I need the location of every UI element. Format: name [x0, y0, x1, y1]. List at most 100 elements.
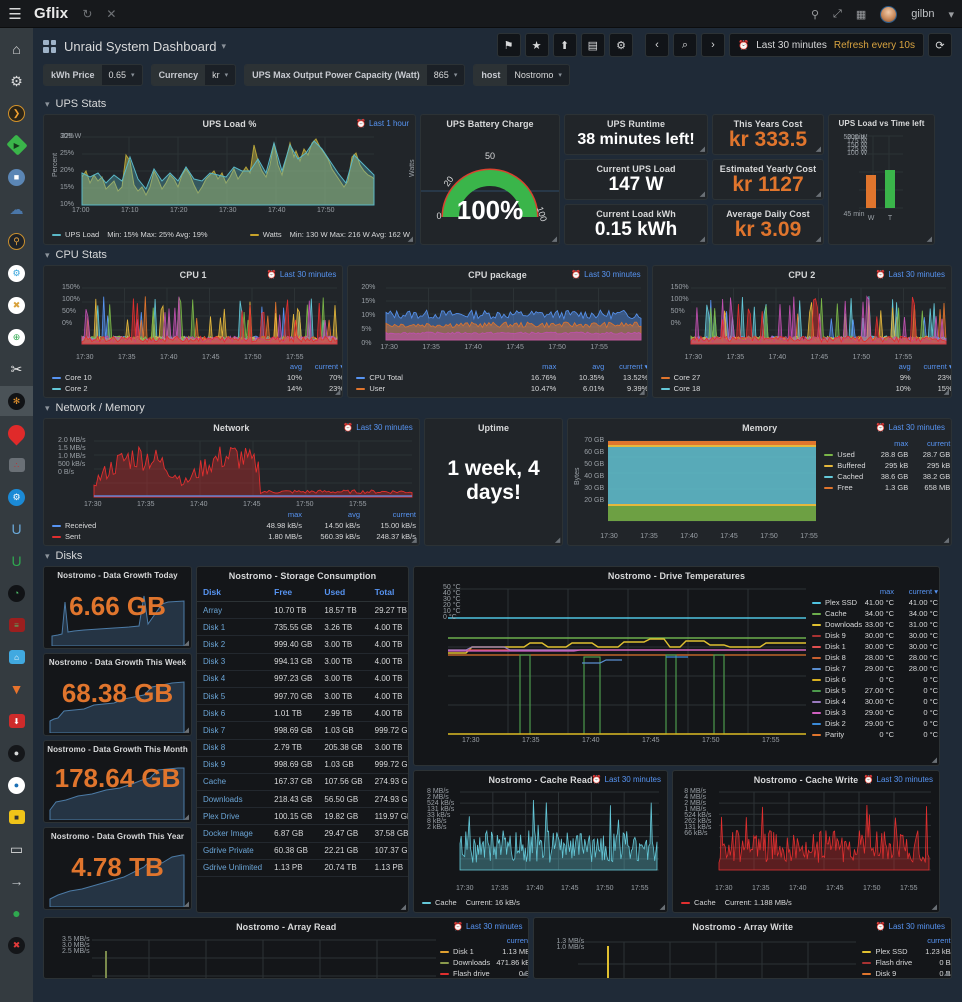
resize-handle-icon[interactable]: ◢ [926, 236, 932, 243]
menu-icon[interactable]: ☰ [8, 5, 22, 23]
legend-header-cell[interactable]: max [542, 362, 557, 371]
time-forward-button[interactable]: › [701, 33, 726, 57]
rail-item-gear-orange[interactable]: ✻ [0, 386, 33, 416]
legend-item[interactable]: Core 10 10% 70% [52, 372, 342, 383]
resize-handle-icon[interactable]: ◢ [639, 389, 645, 396]
page-title[interactable]: Unraid System Dashboard [64, 38, 217, 54]
rail-item-logout[interactable]: → [0, 866, 33, 896]
legend-item[interactable]: Disk 1 1.13 MB/s [440, 946, 528, 957]
rail-item-search-magnifier[interactable]: ⚲ [0, 226, 33, 256]
resize-handle-icon[interactable]: ◢ [554, 537, 561, 544]
table-cell[interactable]: Array [197, 601, 269, 620]
variable-host[interactable]: host Nostromo ▾ [473, 64, 570, 86]
resize-handle-icon[interactable]: ◢ [699, 146, 705, 153]
close-icon[interactable]: ✕ [106, 6, 117, 21]
variable-kwh-price[interactable]: kWh Price 0.65 ▾ [43, 64, 143, 86]
resize-handle-icon[interactable]: ◢ [943, 389, 949, 396]
resize-handle-icon[interactable]: ◢ [183, 814, 189, 821]
chevron-down-icon[interactable]: ▾ [221, 40, 226, 51]
legend-item[interactable]: Free 1.3 GB 658 MB [824, 482, 950, 493]
add-panel-button[interactable]: ⚑ [496, 33, 521, 57]
rail-item-bowl-green[interactable]: ◔ [0, 578, 33, 608]
legend-item[interactable]: Cache Current: 16 kB/s [422, 897, 520, 908]
panel-time-range[interactable]: ⏰ Last 30 minutes [876, 922, 945, 931]
legend-item[interactable]: Core 18 10% 15% [660, 383, 951, 394]
legend-item[interactable]: Parity 0 °C 0 °C [812, 729, 938, 740]
legend-header-cell[interactable]: current [392, 510, 416, 519]
rail-item-home-blue[interactable]: ⌂ [0, 642, 33, 672]
rail-item-gitlab-fox[interactable]: ▼ [0, 674, 33, 704]
table-cell[interactable]: Gdrive Unlimited [197, 859, 269, 878]
table-cell[interactable]: Disk 7 [197, 721, 269, 740]
variable-value[interactable]: 0.65 ▾ [101, 65, 142, 85]
legend-item[interactable]: Flash drive 0 B/s [440, 968, 528, 978]
rail-item-shield-red[interactable] [0, 418, 33, 448]
resize-handle-icon[interactable]: ◢ [943, 537, 949, 544]
legend-item[interactable]: Disk 4 30.00 °C 0 °C [812, 696, 938, 707]
rail-item-download-red[interactable]: ⬇ [0, 706, 33, 736]
resize-handle-icon[interactable]: ◢ [183, 901, 189, 908]
legend-item[interactable]: Disk 9 0 B/s [862, 968, 951, 978]
legend-item[interactable]: Downloads 471.86 kB/s [440, 957, 528, 968]
rail-item-tools[interactable]: ✂ [0, 354, 33, 384]
panel-time-range[interactable]: ⏰ Last 30 minutes [876, 270, 945, 279]
legend-item[interactable]: Used 28.8 GB 28.7 GB [824, 449, 950, 460]
panel-time-range[interactable]: ⏰ Last 30 minutes [592, 775, 661, 784]
legend-item[interactable]: Disk 1 30.00 °C 30.00 °C [812, 641, 938, 652]
rail-item-hexagon-red[interactable]: ∴ [0, 450, 33, 480]
table-column-header[interactable]: Free [268, 583, 319, 602]
rail-item-sonarr[interactable]: ❯ [0, 98, 33, 128]
legend-item[interactable]: Buffered 295 kB 295 kB [824, 460, 950, 471]
legend-item[interactable]: CPU Total 16.76% 10.35% 13.52% [356, 372, 647, 383]
panel-time-range[interactable]: ⏰ Last 30 minutes [343, 423, 412, 432]
legend-item[interactable]: Disk 3 29.00 °C 0 °C [812, 707, 938, 718]
resize-handle-icon[interactable]: ◢ [183, 727, 189, 734]
avatar[interactable] [880, 5, 898, 23]
reload-icon[interactable]: ↻ [82, 6, 93, 21]
table-cell[interactable]: Plex Drive [197, 807, 269, 826]
zoom-out-button[interactable]: ⌕ [673, 33, 698, 57]
legend-header-cell[interactable]: max [894, 439, 909, 448]
variable-value[interactable]: Nostromo ▾ [507, 65, 569, 85]
variable-value[interactable]: kr ▾ [205, 65, 236, 85]
row-header-netmem[interactable]: ▾ Network / Memory [33, 398, 962, 418]
legend-item[interactable]: UPS Load Min: 15% Max: 25% Avg: 19% [52, 229, 208, 240]
legend-header-cell[interactable]: avg [592, 362, 605, 371]
legend-item[interactable]: Received 48.98 kB/s 14.50 kB/s 15.00 kB/s [52, 520, 416, 531]
table-cell[interactable]: Disk 6 [197, 704, 269, 723]
legend-item[interactable]: User 10.47% 6.01% 9.39% [356, 383, 647, 394]
table-cell[interactable]: Disk 9 [197, 756, 269, 774]
resize-handle-icon[interactable]: ◢ [931, 757, 937, 764]
row-header-cpu[interactable]: ▾ CPU Stats [33, 245, 962, 265]
search-icon[interactable]: ⚲ [810, 8, 819, 21]
rail-item-lifebuoy-red[interactable]: ✖ [0, 930, 33, 960]
resize-handle-icon[interactable]: ◢ [699, 191, 705, 198]
legend-header-cell[interactable]: current [926, 439, 951, 448]
time-range-picker[interactable]: ⏰ Last 30 minutes Refresh every 10s [729, 33, 924, 57]
resize-handle-icon[interactable]: ◢ [551, 236, 557, 243]
resize-handle-icon[interactable]: ◢ [659, 904, 665, 911]
panel-time-range[interactable]: ⏰ Last 30 minutes [453, 922, 522, 931]
rail-item-home[interactable]: ⌂ [0, 34, 33, 64]
table-cell[interactable]: Disk 1 [197, 618, 269, 637]
legend-header-cell[interactable]: current ▾ [619, 362, 648, 371]
settings-button[interactable]: ⚙ [609, 33, 634, 57]
resize-handle-icon[interactable]: ◢ [943, 970, 949, 977]
legend-item[interactable]: Disk 5 27.00 °C 0 °C [812, 685, 938, 696]
resize-handle-icon[interactable]: ◢ [411, 537, 417, 544]
legend-item[interactable]: Cache 34.00 °C 34.00 °C [812, 608, 938, 619]
table-cell[interactable]: Disk 2 [197, 635, 269, 654]
rail-item-cloud[interactable]: ☁ [0, 194, 33, 224]
table-cell[interactable]: Disk 8 [197, 739, 269, 757]
rail-item-sabnzbd[interactable]: ■ [0, 802, 33, 832]
panel-time-range[interactable]: ⏰ Last 30 minutes [571, 270, 640, 279]
legend-item[interactable]: Core 27 9% 23% [660, 372, 951, 383]
legend-header-cell[interactable]: avg [898, 362, 911, 371]
variable-ups-max-output-power-capacity-watt[interactable]: UPS Max Output Power Capacity (Watt) 865 ▾ [244, 64, 466, 86]
share-button[interactable]: ⬆ [552, 33, 577, 57]
save-button[interactable]: ▤ [580, 33, 606, 57]
resize-handle-icon[interactable]: ◢ [815, 146, 821, 153]
legend-item[interactable]: Disk 2 29.00 °C 0 °C [812, 718, 938, 729]
legend-item[interactable]: Disk 6 0 °C 0 °C [812, 674, 938, 685]
legend-item[interactable]: Cache Current: 1.188 MB/s [681, 897, 792, 908]
